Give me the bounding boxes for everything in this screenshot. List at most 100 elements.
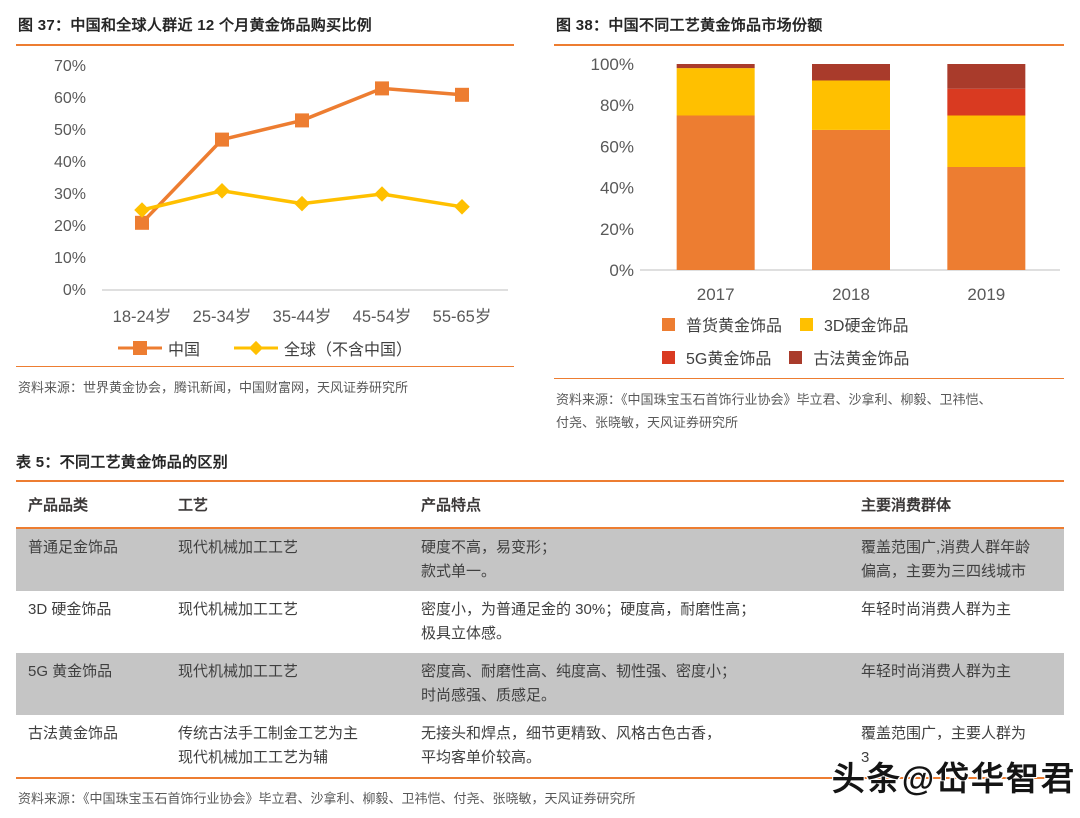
figure-38-source: 资料来源：《中国珠宝玉石首饰行业协会》毕立君、沙拿利、柳毅、卫祎恺、 付尧、张晓… — [554, 379, 1064, 435]
cell-line: 现代机械加工工艺为辅 — [178, 748, 329, 766]
table-5-body: 普通足金饰品 现代机械加工工艺 硬度不高，易变形； 款式单一。 覆盖范围广,消费人群年龄… — [16, 528, 1064, 779]
cell-line: 覆盖范围广，主要人群为 — [861, 724, 1027, 742]
svg-text:2018: 2018 — [832, 285, 870, 304]
figure-37-source: 资料来源：世界黄金协会，腾讯新闻，中国财富网，天风证券研究所 — [18, 380, 409, 395]
legend-label: 古法黄金饰品 — [813, 351, 910, 368]
square-marker-icon — [117, 341, 162, 355]
svg-text:45-54岁: 45-54岁 — [353, 307, 412, 326]
svg-text:50%: 50% — [54, 122, 86, 139]
figure-37-panel: 图 37：中国和全球人群近 12 个月黄金饰品购买比例 0% 10% 20% 30% 4… — [16, 8, 514, 435]
cell-line: 年轻时尚消费人群为主 — [861, 600, 1012, 618]
legend-swatch-icon — [789, 350, 803, 364]
legend-label: 3D硬金饰品 — [824, 318, 909, 335]
legend-item: 3D硬金饰品 — [800, 312, 908, 336]
cell-line: 覆盖范围广,消费人群年龄 — [861, 538, 1031, 556]
cell-line: 3D 硬金饰品 — [28, 600, 112, 618]
svg-text:40%: 40% — [54, 154, 86, 171]
figure-38-title: 图 38：中国不同工艺黄金饰品市场份额 — [556, 17, 823, 34]
svg-text:10%: 10% — [54, 250, 86, 267]
svg-text:25-34岁: 25-34岁 — [193, 307, 252, 326]
watermark: 头条@岱华智君 — [831, 760, 1076, 797]
table-cell-features: 密度高、耐磨性高、纯度高、韧性强、密度小； 时尚感强、质感足。 — [411, 653, 849, 715]
table-cell-category: 普通足金饰品 — [16, 529, 166, 591]
svg-text:2017: 2017 — [697, 285, 735, 304]
line-chart: 0% 10% 20% 30% 40% 50% 60% 70% 18-24岁 25-34岁 35-44… — [54, 58, 508, 326]
cell-line: 极具立体感。 — [421, 624, 512, 642]
table-cell-category: 5G 黄金饰品 — [16, 653, 166, 715]
svg-text:20%: 20% — [600, 220, 634, 239]
cell-line: 现代机械加工工艺 — [178, 600, 299, 618]
cell-line: 平均客单价较高。 — [421, 748, 542, 766]
table-cell-consumers: 年轻时尚消费人群为主 — [849, 653, 1064, 715]
figure-38-source-rule — [554, 378, 1064, 379]
table-5-section: 表 5：不同工艺黄金饰品的区别 产品品类 工艺 产品特点 主要消费群体 普通足金… — [0, 435, 1080, 779]
table-cell-craft: 现代机械加工工艺 — [166, 529, 411, 591]
table-header-category: 产品品类 — [28, 496, 89, 514]
figure-38-title-rule — [554, 44, 1064, 46]
svg-text:55-65岁: 55-65岁 — [433, 307, 492, 326]
svg-text:60%: 60% — [54, 90, 86, 107]
cell-line: 3 — [861, 748, 870, 766]
legend-item: 5G黄金饰品 — [662, 345, 771, 369]
diamond-marker-icon — [234, 340, 278, 356]
legend-label: 普货黄金饰品 — [686, 318, 783, 335]
cell-line: 款式单一。 — [421, 562, 497, 580]
cell-line: 年轻时尚消费人群为主 — [861, 662, 1012, 680]
figure-38-source-line2: 付尧、张晓敏，天风证券研究所 — [556, 415, 739, 431]
cell-line: 古法黄金饰品 — [28, 724, 119, 742]
legend-item: 普货黄金饰品 — [662, 312, 782, 336]
legend-swatch-icon — [662, 317, 675, 331]
cell-line: 无接头和焊点，细节更精致、风格古色古香， — [421, 724, 722, 742]
legend-swatch-icon — [662, 350, 675, 364]
cell-line: 硬度不高，易变形； — [421, 538, 557, 556]
svg-text:0%: 0% — [609, 261, 634, 280]
figure-38-panel: 图 38：中国不同工艺黄金饰品市场份额 0% 20% 40% 60% 80% 100% 20… — [554, 8, 1064, 435]
svg-text:20%: 20% — [54, 218, 86, 235]
legend-swatch-icon — [800, 317, 814, 331]
legend-label: 中国 — [167, 342, 200, 359]
table-cell-category: 古法黄金饰品 — [16, 715, 166, 777]
cell-line: 现代机械加工工艺 — [178, 662, 299, 680]
cell-line: 普通足金饰品 — [28, 538, 119, 556]
legend-item-global: 全球（不含中国） — [234, 336, 412, 360]
table-5-source: 资料来源：《中国珠宝玉石首饰行业协会》毕立君、沙拿利、柳毅、卫祎恺、付尧、张晓敏… — [18, 790, 636, 806]
cell-line: 时尚感强、质感足。 — [421, 686, 557, 704]
svg-text:0%: 0% — [63, 282, 86, 299]
cell-line: 偏高，主要为三四线城市 — [861, 562, 1027, 580]
table-cell-consumers: 年轻时尚消费人群为主 — [849, 591, 1064, 653]
table-row: 古法黄金饰品 传统古法手工制金工艺为主 现代机械加工工艺为辅 无接头和焊点，细节更精致… — [16, 715, 1064, 777]
svg-text:100%: 100% — [591, 55, 634, 74]
table-5-title: 表 5：不同工艺黄金饰品的区别 — [16, 453, 229, 471]
svg-text:70%: 70% — [54, 58, 86, 75]
table-cell-craft: 传统古法手工制金工艺为主 现代机械加工工艺为辅 — [166, 715, 411, 777]
svg-text:60%: 60% — [600, 137, 634, 156]
cell-line: 传统古法手工制金工艺为主 — [178, 724, 359, 742]
table-cell-category: 3D 硬金饰品 — [16, 591, 166, 653]
svg-text:30%: 30% — [54, 186, 86, 203]
cell-line: 5G 黄金饰品 — [28, 662, 113, 680]
table-cell-features: 密度小，为普通足金的 30%；硬度高，耐磨性高； 极具立体感。 — [411, 591, 849, 653]
legend-label: 5G黄金饰品 — [686, 351, 772, 368]
legend-label: 全球（不含中国） — [284, 342, 413, 359]
table-cell-consumers: 覆盖范围广，主要人群为 3 — [849, 715, 1064, 777]
table-cell-craft: 现代机械加工工艺 — [166, 653, 411, 715]
svg-text:18-24岁: 18-24岁 — [113, 307, 172, 326]
legend-item: 古法黄金饰品 — [789, 345, 909, 369]
table-header-consumers: 主要消费群体 — [861, 496, 952, 514]
table-cell-features: 无接头和焊点，细节更精致、风格古色古香， 平均客单价较高。 — [411, 715, 849, 777]
legend-row: 5G黄金饰品 古法黄金饰品 — [662, 345, 1064, 369]
table-5-header-row: 产品品类 工艺 产品特点 主要消费群体 — [16, 479, 1064, 529]
line-chart-legend: 中国 全球（不含中国） — [16, 336, 514, 360]
cell-line: 现代机械加工工艺 — [178, 538, 299, 556]
bar-chart-legend: 普货黄金饰品 3D硬金饰品 5G黄金饰品 古法黄金饰品 — [554, 312, 1064, 369]
table-row: 3D 硬金饰品 现代机械加工工艺 密度小，为普通足金的 30%；硬度高，耐磨性高； 极… — [16, 591, 1064, 653]
svg-text:2019: 2019 — [967, 285, 1005, 304]
figure-37-title-rule — [16, 44, 514, 46]
svg-text:80%: 80% — [600, 96, 634, 115]
legend-item-china: 中国 — [117, 336, 200, 360]
cell-line: 密度小，为普通足金的 30%；硬度高，耐磨性高； — [421, 600, 756, 618]
svg-text:40%: 40% — [600, 179, 634, 198]
figure-38-source-line1: 资料来源：《中国珠宝玉石首饰行业协会》毕立君、沙拿利、柳毅、卫祎恺、 — [556, 392, 992, 407]
table-row: 普通足金饰品 现代机械加工工艺 硬度不高，易变形； 款式单一。 覆盖范围广,消费人群年龄… — [16, 528, 1064, 591]
